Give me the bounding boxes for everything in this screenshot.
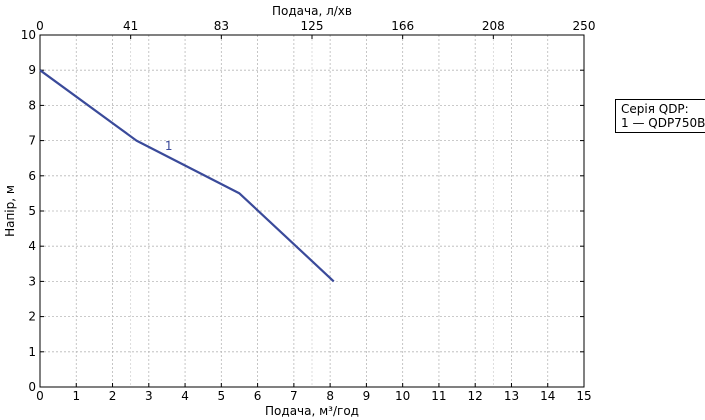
y-tick-label: 7: [28, 134, 36, 148]
x-tick-label: 5: [218, 389, 226, 403]
y-tick-label: 0: [28, 380, 36, 394]
x-tick-label: 14: [540, 389, 555, 403]
x2-tick-label: 83: [214, 19, 229, 33]
x-tick-label: 9: [363, 389, 371, 403]
y-tick-label: 3: [28, 274, 36, 288]
x2-axis-title: Подача, л/хв: [272, 4, 352, 18]
x2-tick-label: 166: [391, 19, 414, 33]
y-tick-label: 9: [28, 63, 36, 77]
grid-layer: [40, 35, 584, 387]
x-tick-label: 10: [395, 389, 410, 403]
x-tick-label: 7: [290, 389, 298, 403]
x-tick-label: 8: [326, 389, 334, 403]
x2-tick-label: 208: [482, 19, 505, 33]
y-tick-label: 10: [21, 28, 36, 42]
y-tick-label: 4: [28, 239, 36, 253]
legend-entry-1: 1 — QDP750B: [621, 116, 705, 130]
x-tick-label: 12: [468, 389, 483, 403]
y-tick-label: 2: [28, 310, 36, 324]
legend: Серія QDP: 1 — QDP750B: [615, 99, 705, 133]
x-tick-label: 3: [145, 389, 153, 403]
y-tick-label: 8: [28, 98, 36, 112]
x-axis-title: Подача, м³/год: [265, 404, 359, 418]
series-label: 1: [165, 139, 173, 153]
x2-tick-label: 250: [573, 19, 596, 33]
y-axis-title: Напір, м: [3, 185, 17, 237]
x2-tick-label: 41: [123, 19, 138, 33]
x-tick-label: 2: [109, 389, 117, 403]
x2-tick-label: 0: [36, 19, 44, 33]
labels-layer: 0 1 2 3 4 5 6 7 8 9 10 11 12 13 14 150 41 83 125 166 208 2500…: [21, 19, 596, 403]
x2-tick-label: 125: [301, 19, 324, 33]
series-layer: [39, 69, 335, 283]
x-tick-label: 1: [72, 389, 80, 403]
y-tick-label: 5: [28, 204, 36, 218]
axes-layer: [39, 34, 585, 388]
x-tick-label: 4: [181, 389, 189, 403]
plot-frame: [39, 34, 585, 388]
legend-title: Серія QDP:: [621, 102, 689, 116]
x-tick-label: 0: [36, 389, 44, 403]
series-line-1: [39, 69, 335, 283]
x-tick-label: 15: [576, 389, 591, 403]
y-tick-label: 6: [28, 169, 36, 183]
x-tick-label: 11: [431, 389, 446, 403]
x-tick-label: 6: [254, 389, 262, 403]
x-tick-label: 13: [504, 389, 519, 403]
y-tick-label: 1: [28, 345, 36, 359]
